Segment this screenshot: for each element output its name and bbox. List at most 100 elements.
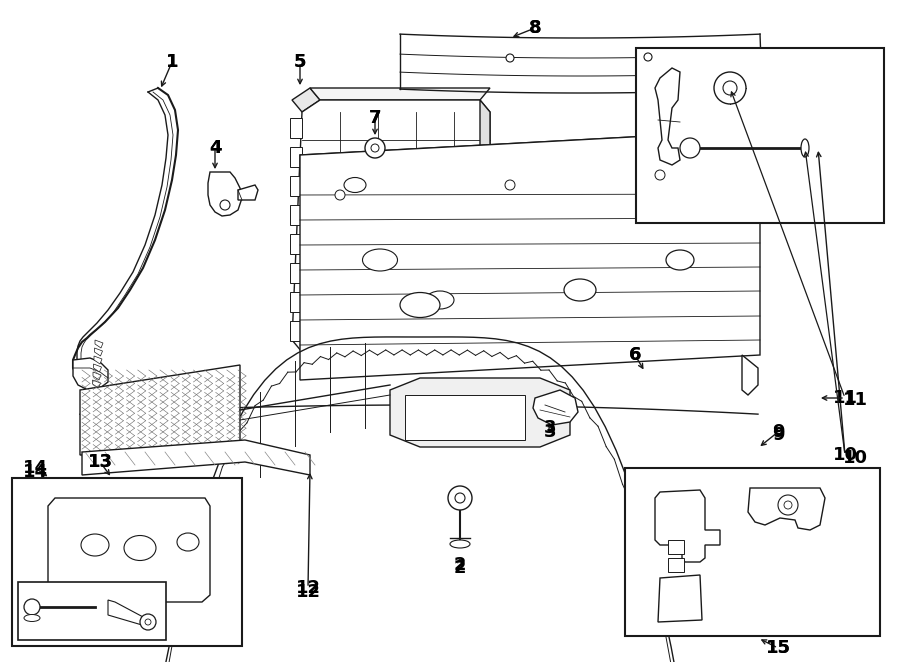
Text: 2: 2 — [454, 556, 466, 574]
Text: 11: 11 — [842, 391, 868, 409]
Polygon shape — [390, 378, 570, 447]
Polygon shape — [91, 412, 98, 420]
Polygon shape — [300, 130, 760, 380]
Circle shape — [655, 170, 665, 180]
Polygon shape — [290, 234, 302, 254]
Text: 4: 4 — [209, 139, 221, 157]
Text: 11: 11 — [832, 389, 858, 407]
Text: 13: 13 — [87, 453, 112, 471]
Ellipse shape — [801, 139, 809, 157]
Circle shape — [145, 619, 151, 625]
Circle shape — [24, 599, 40, 615]
Ellipse shape — [450, 540, 470, 548]
Text: 4: 4 — [209, 139, 221, 157]
Polygon shape — [290, 118, 302, 138]
Polygon shape — [82, 440, 310, 475]
Circle shape — [448, 486, 472, 510]
Polygon shape — [80, 365, 240, 455]
Polygon shape — [300, 130, 760, 170]
Polygon shape — [238, 185, 258, 200]
Polygon shape — [290, 205, 302, 225]
Text: 8: 8 — [528, 19, 541, 37]
Ellipse shape — [426, 291, 454, 309]
Text: 3: 3 — [544, 423, 556, 441]
Bar — [12, 478, 242, 646]
Ellipse shape — [564, 279, 596, 301]
Text: 14: 14 — [22, 459, 48, 477]
Text: 9: 9 — [772, 423, 784, 441]
Ellipse shape — [24, 614, 40, 622]
Polygon shape — [95, 340, 103, 348]
Polygon shape — [292, 100, 490, 352]
Text: 8: 8 — [528, 19, 541, 37]
Polygon shape — [48, 498, 210, 602]
Polygon shape — [658, 575, 702, 622]
Text: 15: 15 — [766, 639, 790, 657]
Bar — [625, 468, 880, 636]
Bar — [636, 48, 884, 223]
Circle shape — [506, 54, 514, 62]
Text: 1: 1 — [166, 53, 178, 71]
Ellipse shape — [124, 536, 156, 561]
Polygon shape — [94, 364, 102, 372]
Polygon shape — [94, 356, 102, 364]
Text: 10: 10 — [842, 449, 868, 467]
Polygon shape — [94, 348, 103, 356]
Polygon shape — [655, 68, 680, 165]
Polygon shape — [405, 395, 525, 440]
Circle shape — [723, 81, 737, 95]
Polygon shape — [742, 355, 758, 395]
Circle shape — [335, 190, 345, 200]
Polygon shape — [290, 147, 302, 167]
Text: 6: 6 — [629, 346, 641, 364]
Circle shape — [778, 495, 798, 515]
Polygon shape — [290, 176, 302, 196]
Ellipse shape — [400, 293, 440, 318]
Text: 2: 2 — [454, 559, 466, 577]
Circle shape — [371, 144, 379, 152]
Circle shape — [140, 614, 156, 630]
Polygon shape — [290, 263, 302, 283]
Polygon shape — [93, 372, 101, 380]
Text: 12: 12 — [295, 583, 320, 601]
Circle shape — [714, 72, 746, 104]
Ellipse shape — [666, 250, 694, 270]
Bar — [668, 540, 684, 554]
Polygon shape — [73, 358, 108, 390]
Circle shape — [644, 53, 652, 61]
Polygon shape — [292, 88, 320, 112]
Ellipse shape — [363, 249, 398, 271]
Polygon shape — [290, 321, 302, 341]
Circle shape — [505, 180, 515, 190]
Text: 13: 13 — [87, 453, 112, 471]
Polygon shape — [310, 88, 490, 100]
Polygon shape — [290, 292, 302, 312]
Circle shape — [455, 493, 465, 503]
Text: 10: 10 — [832, 446, 858, 464]
Polygon shape — [533, 390, 578, 425]
Circle shape — [365, 138, 385, 158]
Polygon shape — [208, 172, 242, 216]
Text: 7: 7 — [369, 109, 382, 127]
Text: 5: 5 — [293, 53, 306, 71]
Text: 5: 5 — [293, 53, 306, 71]
Text: 9: 9 — [772, 426, 784, 444]
Polygon shape — [108, 600, 145, 625]
Text: 6: 6 — [629, 346, 641, 364]
Polygon shape — [93, 380, 101, 388]
Polygon shape — [748, 488, 825, 530]
Polygon shape — [480, 100, 490, 352]
Bar — [668, 558, 684, 572]
Bar — [18, 582, 166, 640]
Polygon shape — [655, 490, 720, 562]
Polygon shape — [89, 428, 97, 436]
Ellipse shape — [344, 177, 366, 193]
Text: 7: 7 — [369, 109, 382, 127]
Polygon shape — [92, 396, 100, 404]
Polygon shape — [90, 420, 98, 428]
Ellipse shape — [177, 533, 199, 551]
Ellipse shape — [81, 534, 109, 556]
Circle shape — [784, 501, 792, 509]
Circle shape — [680, 138, 700, 158]
Polygon shape — [91, 404, 99, 412]
